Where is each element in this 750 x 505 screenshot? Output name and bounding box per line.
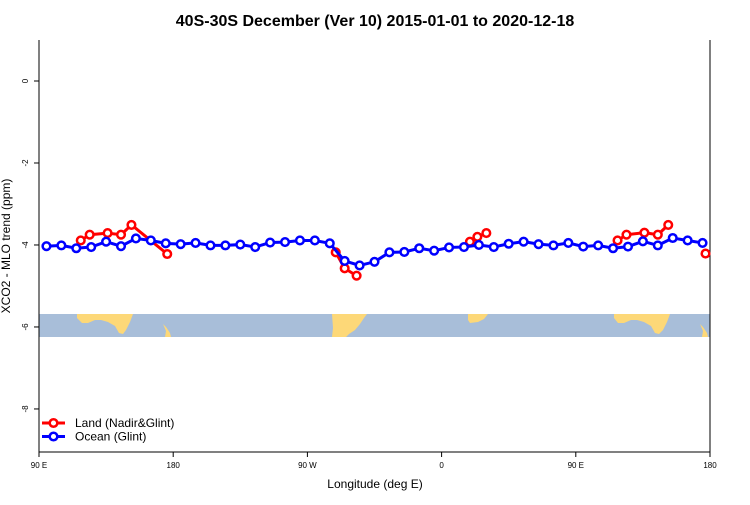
x-tick-label: 180 xyxy=(703,461,717,470)
data-point xyxy=(339,255,350,267)
data-point xyxy=(700,248,711,259)
data-point xyxy=(102,228,113,239)
data-point xyxy=(220,240,231,251)
data-point xyxy=(458,241,470,253)
data-point xyxy=(369,256,380,267)
data-point xyxy=(608,243,619,254)
data-point xyxy=(637,236,648,247)
data-point xyxy=(667,232,678,244)
data-point xyxy=(84,229,95,240)
data-point xyxy=(351,270,362,281)
data-point xyxy=(294,235,305,246)
x-tick-label: 0 xyxy=(439,461,444,470)
data-point xyxy=(41,241,52,252)
land-new-zealand-west xyxy=(163,324,171,337)
data-point xyxy=(429,245,440,256)
x-tick-label: 90 E xyxy=(568,461,584,470)
data-point xyxy=(682,235,693,246)
data-point xyxy=(652,229,663,240)
data-point xyxy=(86,241,97,253)
series-layer xyxy=(41,219,711,281)
data-point xyxy=(56,240,67,251)
data-point xyxy=(612,235,623,246)
data-point xyxy=(503,238,514,249)
x-tick-label: 180 xyxy=(167,461,181,470)
data-point xyxy=(399,246,410,257)
data-point xyxy=(472,231,483,242)
data-point xyxy=(621,229,632,240)
data-point xyxy=(697,237,708,248)
land-south-america xyxy=(332,314,367,337)
data-point xyxy=(533,239,544,250)
data-point xyxy=(190,237,201,248)
y-tick-label: 0 xyxy=(21,78,30,83)
data-point xyxy=(145,235,156,246)
data-point xyxy=(481,228,492,239)
series-ocean-glint- xyxy=(41,232,708,271)
data-point xyxy=(101,236,112,247)
legend-label: Land (Nadir&Glint) xyxy=(75,416,174,430)
data-point xyxy=(130,233,141,244)
y-axis-label: XCO2 - MLO trend (ppm) xyxy=(0,179,13,314)
data-point xyxy=(488,241,499,253)
data-point xyxy=(71,243,82,254)
map-strip xyxy=(39,314,710,337)
data-point xyxy=(384,247,395,258)
land-new-zealand-east xyxy=(700,324,708,337)
land-africa xyxy=(468,314,488,323)
land-australia-east xyxy=(614,314,670,334)
data-point xyxy=(265,237,276,248)
data-point xyxy=(160,238,171,249)
data-point xyxy=(162,248,173,260)
x-tick-label: 90 E xyxy=(31,461,47,470)
series-land-nadir-glint- xyxy=(75,219,711,281)
data-point xyxy=(622,241,634,252)
legend-marker xyxy=(48,431,59,442)
data-point xyxy=(518,236,529,247)
data-point xyxy=(235,239,246,250)
y-tick-label: -4 xyxy=(21,241,30,249)
land-australia-west xyxy=(77,314,133,334)
legend-label: Ocean (Glint) xyxy=(75,430,146,444)
data-point xyxy=(563,237,574,248)
data-point xyxy=(663,219,674,230)
y-tick-label: -8 xyxy=(21,405,30,413)
data-point xyxy=(593,240,604,251)
chart-title: 40S-30S December (Ver 10) 2015-01-01 to … xyxy=(176,13,575,30)
data-point xyxy=(354,260,365,271)
data-point xyxy=(639,227,650,238)
legend: Land (Nadir&Glint)Ocean (Glint) xyxy=(42,416,174,444)
data-point xyxy=(279,237,291,248)
data-point xyxy=(578,241,589,252)
data-point xyxy=(548,240,559,251)
x-axis-label: Longitude (deg E) xyxy=(327,477,422,491)
y-tick-label: -2 xyxy=(21,159,30,167)
data-point xyxy=(115,241,127,252)
data-point xyxy=(250,241,261,253)
data-point xyxy=(414,243,425,254)
data-point xyxy=(175,239,186,250)
data-point xyxy=(309,235,320,246)
axes: 90 E 180 90 W 0 90 E 180 0 -2 -4 -6 -8 xyxy=(21,40,717,470)
x-tick-label: 90 W xyxy=(298,461,317,470)
data-point xyxy=(126,219,137,230)
data-point xyxy=(205,240,216,251)
ocean-background xyxy=(39,314,710,337)
y-tick-label: -6 xyxy=(21,323,30,331)
data-point xyxy=(473,239,484,251)
legend-marker xyxy=(48,417,59,429)
data-point xyxy=(652,240,663,251)
data-point xyxy=(75,235,86,246)
data-point xyxy=(324,238,335,249)
data-point xyxy=(444,242,455,253)
data-point xyxy=(115,229,127,240)
